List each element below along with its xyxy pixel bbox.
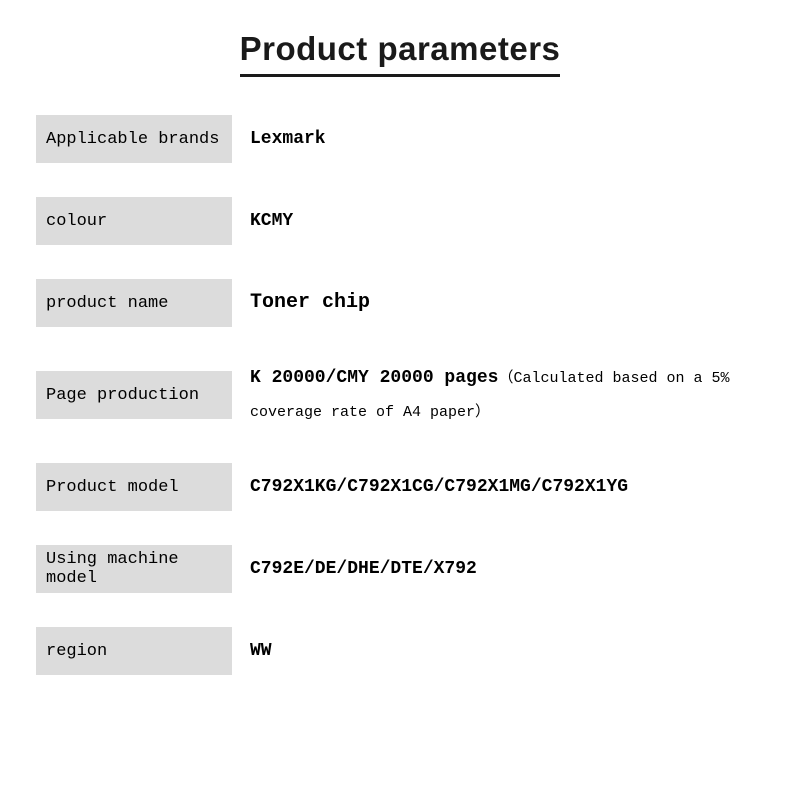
param-label: colour [36,197,232,245]
param-value: K 20000/CMY 20000 pages（Calculated based… [250,361,764,429]
param-row-colour: colour KCMY [36,197,764,245]
param-row-product-model: Product model C792X1KG/C792X1CG/C792X1MG… [36,463,764,511]
param-value: KCMY [250,207,293,236]
param-label: Page production [36,371,232,419]
param-label: Using machine model [36,545,232,593]
param-row-using-machine-model: Using machine model C792E/DE/DHE/DTE/X79… [36,545,764,593]
page-title: Product parameters [240,30,561,77]
param-row-page-production: Page production K 20000/CMY 20000 pages（… [36,361,764,429]
param-value-bold: K 20000/CMY 20000 pages [250,368,498,388]
param-row-product-name: product name Toner chip [36,279,764,327]
param-label: Product model [36,463,232,511]
param-value: C792X1KG/C792X1CG/C792X1MG/C792X1YG [250,473,628,502]
param-row-region: region WW [36,627,764,675]
param-value: Toner chip [250,287,370,319]
param-value: WW [250,637,272,666]
parameters-list: Applicable brands Lexmark colour KCMY pr… [36,115,764,675]
param-label: region [36,627,232,675]
param-row-applicable-brands: Applicable brands Lexmark [36,115,764,163]
param-label: product name [36,279,232,327]
param-value: Lexmark [250,125,326,154]
param-value: C792E/DE/DHE/DTE/X792 [250,555,477,584]
param-label: Applicable brands [36,115,232,163]
title-container: Product parameters [36,30,764,77]
